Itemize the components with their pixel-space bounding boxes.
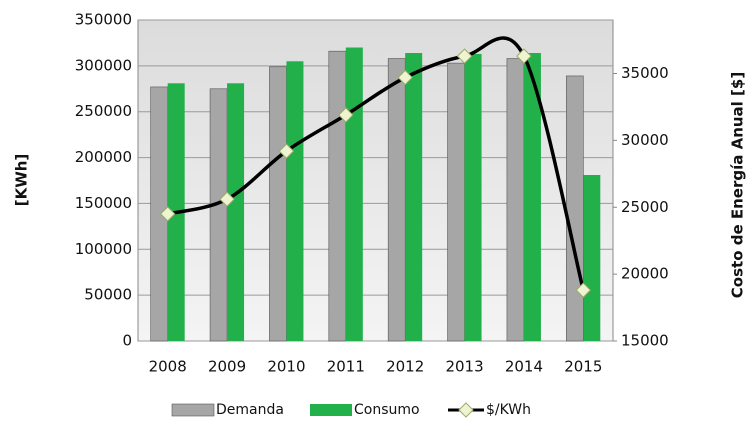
- x-tick-label: 2009: [208, 358, 246, 376]
- line-marker: [456, 48, 473, 64]
- line-marker: [278, 143, 295, 159]
- bar: [387, 58, 406, 342]
- y2-tick-label: 30000: [621, 131, 669, 149]
- bar: [566, 75, 584, 342]
- bar: [447, 62, 465, 342]
- bar: [464, 53, 482, 341]
- bar: [523, 53, 541, 341]
- x-tick-label: 2012: [386, 358, 424, 376]
- bar: [405, 53, 423, 341]
- x-tick-label: 2010: [267, 358, 305, 376]
- y2-tick-label: 25000: [621, 198, 669, 216]
- legend-label: $/KWh: [486, 402, 531, 418]
- bar: [227, 83, 245, 341]
- bar: [209, 88, 228, 342]
- x-tick-label: 2008: [149, 358, 187, 376]
- y-tick-label: 350000: [75, 11, 132, 29]
- legend-swatch: [310, 404, 352, 416]
- bar: [328, 50, 347, 342]
- y-axis-title: [KWh]: [13, 154, 31, 207]
- line-marker: [397, 69, 413, 86]
- y-tick-label: 100000: [75, 240, 132, 258]
- bar: [269, 66, 287, 342]
- line-marker: [159, 206, 176, 222]
- legend-label: Demanda: [216, 402, 284, 418]
- x-tick-label: 2013: [445, 358, 483, 376]
- y2-axis-title: Costo de Energía Anual [$]: [729, 72, 747, 298]
- y-tick-label: 150000: [75, 194, 132, 212]
- bar: [286, 61, 304, 342]
- x-tick-label: 2011: [327, 358, 365, 376]
- x-tick-label: 2015: [564, 358, 602, 376]
- y-tick-label: 50000: [84, 286, 132, 304]
- line-marker: [516, 48, 532, 64]
- y-tick-label: 250000: [75, 102, 132, 120]
- legend-swatch: [171, 403, 215, 417]
- y-tick-label: 200000: [75, 148, 132, 166]
- bar: [345, 47, 363, 342]
- x-tick-label: 2014: [505, 358, 543, 376]
- bar: [506, 58, 525, 342]
- line-marker: [338, 107, 354, 123]
- y2-tick-label: 20000: [621, 265, 669, 283]
- line-marker: [575, 282, 592, 298]
- y-tick-label: 0: [122, 332, 132, 350]
- bar: [583, 174, 601, 341]
- line-marker: [219, 191, 235, 208]
- legend-label: Consumo: [354, 402, 420, 418]
- y2-tick-label: 35000: [621, 64, 669, 82]
- y-tick-label: 300000: [75, 56, 132, 74]
- legend-marker: [458, 402, 474, 418]
- y2-tick-label: 15000: [621, 332, 669, 350]
- plot-area: [137, 19, 614, 342]
